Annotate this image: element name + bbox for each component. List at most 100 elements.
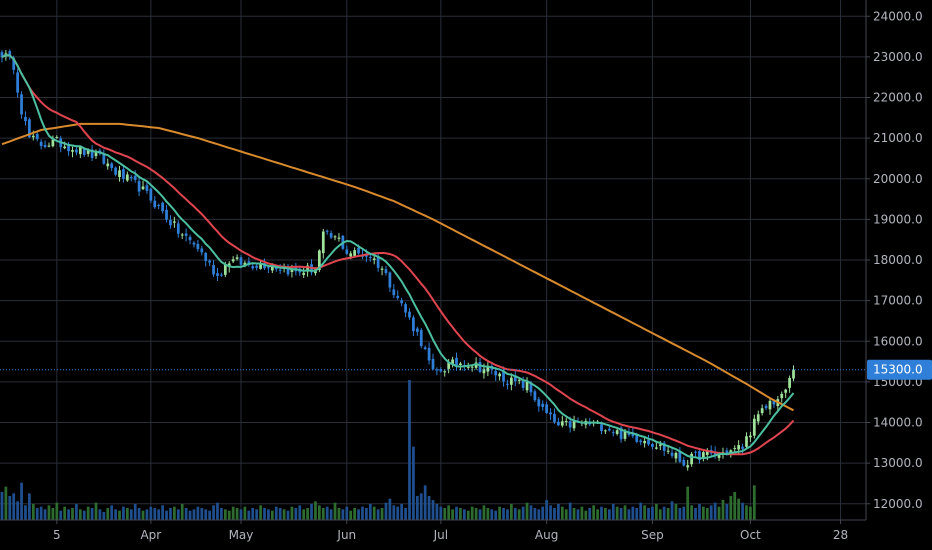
- candle-body: [122, 169, 125, 179]
- candle-body: [741, 446, 744, 449]
- volume-bar: [274, 506, 278, 520]
- volume-bar: [94, 502, 98, 520]
- candle-body: [118, 170, 121, 178]
- volume-bar: [623, 505, 627, 520]
- volume-bar: [200, 508, 204, 520]
- volume-bar: [604, 508, 607, 520]
- volume-bar: [176, 509, 180, 520]
- candle-body: [686, 465, 690, 468]
- volume-bar: [173, 506, 176, 520]
- time-tick-label: Jul: [433, 528, 448, 542]
- moving-average-slow: [1, 122, 794, 412]
- candle-body: [39, 141, 43, 146]
- volume-bar: [239, 509, 243, 520]
- volume-bar: [306, 508, 309, 520]
- candle-body: [16, 72, 20, 93]
- volume-bar: [317, 505, 321, 520]
- volume-bar: [592, 505, 596, 520]
- volume-bar: [368, 504, 372, 520]
- candle-body: [55, 137, 59, 139]
- volume-bar: [654, 504, 658, 520]
- candle-body: [274, 267, 278, 270]
- volume-bar: [478, 509, 482, 520]
- volume-bar: [67, 509, 70, 520]
- candle-body: [639, 440, 643, 443]
- volume-bar: [122, 506, 125, 520]
- candle-body: [619, 427, 623, 440]
- volume-bar: [247, 510, 251, 520]
- volume-bar: [8, 496, 12, 520]
- volume-bar: [662, 506, 666, 520]
- volume-bar: [78, 509, 82, 520]
- volume-bar: [43, 509, 47, 520]
- price-tick-label: 18000.0: [873, 253, 923, 267]
- volume-bar: [216, 502, 219, 520]
- candle-body: [329, 233, 333, 238]
- candle-body: [247, 261, 251, 265]
- candle-body: [251, 266, 255, 269]
- volume-bar: [192, 509, 196, 520]
- volume-bar: [545, 500, 549, 520]
- candle-body: [71, 150, 74, 152]
- volume-bar: [541, 506, 545, 520]
- volume-bar: [439, 506, 443, 520]
- candle-body: [498, 373, 501, 377]
- candle-body: [611, 432, 615, 434]
- time-axis[interactable]: 5 Apr May Jun Jul Aug Sep Oct 28: [53, 520, 848, 542]
- candle-body: [384, 269, 388, 274]
- volume-bar: [310, 504, 313, 520]
- volume-bar: [137, 508, 141, 520]
- volume-bar: [564, 509, 568, 520]
- volume-bar: [71, 508, 74, 520]
- candle-body: [231, 259, 235, 262]
- volume-bar: [490, 509, 494, 520]
- candle-body: [86, 149, 90, 154]
- volume-bar: [118, 510, 121, 520]
- volume-bar: [725, 504, 729, 520]
- volume-bar: [733, 492, 737, 520]
- candle-body: [43, 144, 47, 147]
- volume-bar: [749, 506, 752, 520]
- candle-body: [654, 447, 658, 449]
- candle-body: [506, 383, 509, 385]
- candle-body: [145, 185, 149, 191]
- candle-body: [537, 399, 541, 407]
- candle-body: [478, 362, 482, 372]
- volume-bar: [639, 502, 643, 520]
- volume-bar: [353, 508, 357, 520]
- volume-bar: [153, 508, 157, 520]
- candle-body: [486, 366, 490, 372]
- volume-bar: [157, 509, 161, 520]
- candle-body: [752, 418, 756, 436]
- volume-bar: [717, 506, 721, 520]
- volume-bar: [678, 508, 682, 520]
- volume-bar: [267, 509, 270, 520]
- volume-bar: [525, 502, 529, 520]
- candle-body: [647, 439, 650, 445]
- candle-body: [412, 317, 415, 332]
- volume-bar: [282, 509, 286, 520]
- candle-body: [20, 94, 23, 115]
- volume-bar: [419, 493, 423, 520]
- volume-bar: [615, 506, 619, 520]
- candle-body: [153, 200, 157, 208]
- volume-bar: [325, 506, 329, 520]
- volume-bar: [169, 508, 172, 520]
- volume-bar: [408, 380, 411, 520]
- volume-bar: [90, 508, 94, 520]
- volume-bar: [455, 506, 458, 520]
- volume-bar: [251, 508, 255, 520]
- candle-body: [666, 450, 670, 452]
- volume-bar: [365, 508, 368, 520]
- current-price-tag: [867, 359, 932, 380]
- candle-body: [525, 381, 529, 391]
- volume-bar: [12, 493, 16, 520]
- volume-bar: [220, 508, 223, 520]
- volume-bar: [651, 506, 654, 520]
- candle-body: [404, 304, 407, 313]
- price-axis[interactable]: 12000.013000.014000.015000.016000.017000…: [866, 9, 932, 511]
- volume-bar: [631, 506, 635, 520]
- candle-body: [47, 145, 51, 147]
- candle-body: [635, 434, 639, 442]
